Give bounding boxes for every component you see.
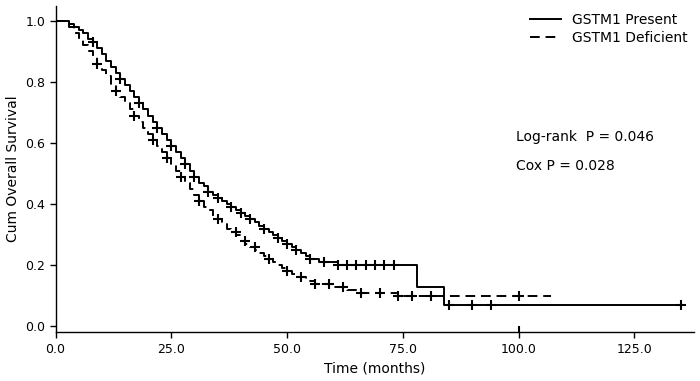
GSTM1 Deficient	[500, 293, 509, 298]
GSTM1 Deficient	[218, 217, 226, 222]
GSTM1 Present	[440, 303, 449, 307]
Line: GSTM1 Present: GSTM1 Present	[55, 21, 680, 305]
GSTM1 Deficient	[288, 269, 296, 274]
GSTM1 Present	[449, 303, 458, 307]
GSTM1 Present	[676, 303, 685, 307]
GSTM1 Deficient	[51, 19, 60, 23]
GSTM1 Deficient	[394, 293, 402, 298]
Text: Cox P = 0.028: Cox P = 0.028	[515, 159, 615, 173]
GSTM1 Present	[218, 196, 226, 200]
GSTM1 Present	[496, 303, 504, 307]
Text: Log-rank  P = 0.046: Log-rank P = 0.046	[515, 130, 654, 144]
GSTM1 Deficient	[482, 293, 490, 298]
GSTM1 Present	[260, 223, 268, 228]
GSTM1 Deficient	[449, 293, 458, 298]
GSTM1 Deficient	[547, 293, 555, 298]
Line: GSTM1 Deficient: GSTM1 Deficient	[55, 21, 551, 296]
GSTM1 Present	[51, 19, 60, 23]
GSTM1 Deficient	[260, 251, 268, 255]
X-axis label: Time (months): Time (months)	[324, 362, 426, 375]
GSTM1 Present	[477, 303, 486, 307]
Legend: GSTM1 Present, GSTM1 Deficient: GSTM1 Present, GSTM1 Deficient	[530, 13, 687, 45]
GSTM1 Present	[288, 242, 296, 246]
Y-axis label: Cum Overall Survival: Cum Overall Survival	[6, 96, 20, 242]
